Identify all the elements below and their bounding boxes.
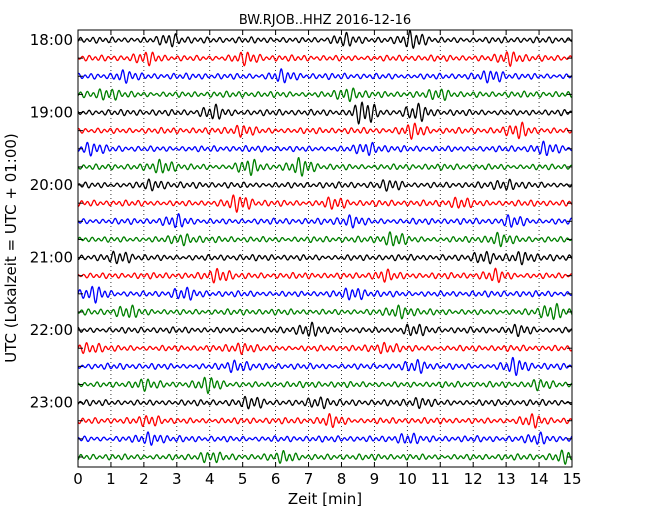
trace-1815	[77, 51, 573, 68]
y-tick-label: 20:00	[30, 176, 73, 194]
x-tick-label: 9	[370, 470, 380, 488]
x-tick-label: 5	[238, 470, 248, 488]
trace-1900	[77, 101, 573, 125]
x-tick-label: 2	[139, 470, 149, 488]
chart-title: BW.RJOB..HHZ 2016-12-16	[239, 13, 411, 28]
trace-2100	[77, 250, 573, 266]
x-tick-label: 6	[271, 470, 281, 488]
trace-2030	[77, 212, 573, 229]
x-gridlines	[110, 30, 540, 467]
trace-2330	[77, 431, 573, 446]
y-tick-label: 22:00	[30, 321, 73, 339]
trace-2145	[77, 302, 573, 321]
trace-1930	[77, 140, 573, 157]
trace-1915	[77, 121, 573, 140]
y-tick-label: 19:00	[30, 104, 73, 122]
y-axis-label: UTC (Lokalzeit = UTC + 01:00)	[2, 133, 20, 363]
x-tick-label: 7	[304, 470, 314, 488]
x-tick-label: 0	[73, 470, 83, 488]
trace-1945	[77, 157, 573, 177]
x-tick-label: 15	[562, 470, 581, 488]
x-tick-label: 11	[431, 470, 450, 488]
x-tick-label: 14	[530, 470, 549, 488]
trace-2300	[77, 395, 573, 410]
trace-2115	[77, 267, 573, 284]
trace-2200	[77, 321, 573, 338]
trace-2315	[77, 413, 573, 429]
x-tick-label: 3	[172, 470, 182, 488]
x-axis-ticks: 0 1 2 3 4 5 6 7 8 9 10 11 12 13 14 15	[73, 30, 582, 488]
plot-frame	[77, 29, 573, 468]
seismic-traces	[77, 29, 573, 466]
y-axis-ticks: 18:00 19:00 20:00 21:00 22:00 23:00	[30, 31, 572, 458]
trace-2215	[77, 341, 573, 356]
y-tick-label: 21:00	[30, 249, 73, 267]
x-tick-label: 13	[497, 470, 516, 488]
trace-1800	[77, 29, 573, 50]
trace-2000	[77, 178, 573, 192]
x-tick-label: 12	[464, 470, 483, 488]
x-axis-label: Zeit [min]	[288, 490, 362, 508]
trace-1830	[77, 68, 573, 85]
x-tick-label: 8	[337, 470, 347, 488]
x-tick-label: 1	[106, 470, 116, 488]
x-tick-label: 4	[205, 470, 215, 488]
trace-2015	[77, 194, 573, 214]
trace-1845	[77, 87, 573, 103]
trace-2045	[77, 231, 573, 248]
trace-2245	[77, 376, 573, 395]
y-tick-label: 23:00	[30, 394, 73, 412]
trace-2130	[77, 285, 573, 304]
y-tick-label: 18:00	[30, 31, 73, 49]
trace-2345	[77, 449, 573, 466]
trace-2230	[77, 356, 573, 377]
x-tick-label: 10	[398, 470, 417, 488]
